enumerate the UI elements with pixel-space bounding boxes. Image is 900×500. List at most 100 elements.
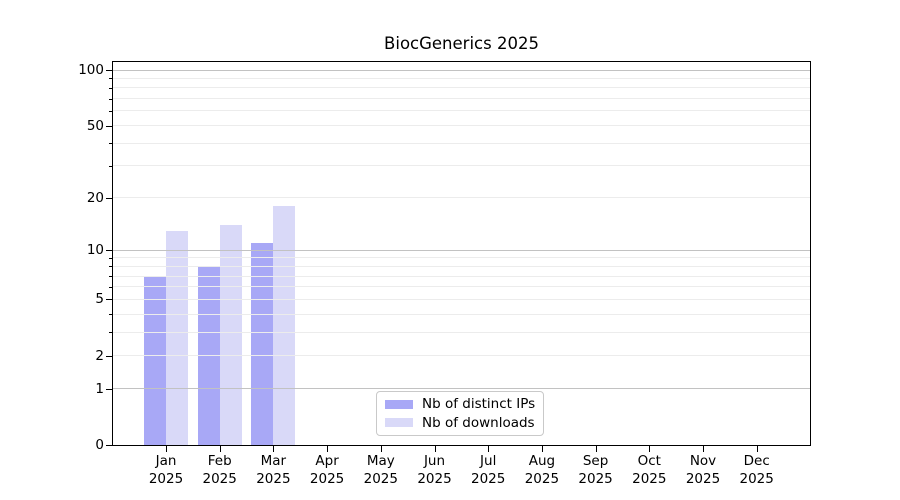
legend-item-downloads: Nb of downloads bbox=[385, 415, 535, 431]
y-gridline-minor bbox=[113, 299, 810, 300]
x-tick-month: Dec bbox=[743, 453, 770, 469]
y-gridline-minor bbox=[113, 125, 810, 126]
y-tick-label: 1 bbox=[95, 380, 104, 397]
legend-label-downloads: Nb of downloads bbox=[422, 414, 535, 431]
legend: Nb of distinct IPs Nb of downloads bbox=[376, 391, 544, 436]
y-gridline-minor bbox=[113, 98, 810, 99]
y-tick-label: 2 bbox=[95, 347, 104, 364]
y-tick-minor bbox=[109, 299, 112, 301]
x-tick bbox=[434, 446, 436, 452]
y-tick-label: 20 bbox=[86, 189, 104, 206]
x-tick-label-jul: Jul 2025 bbox=[456, 453, 520, 488]
y-gridline-minor bbox=[113, 286, 810, 287]
x-tick-label-feb: Feb 2025 bbox=[188, 453, 252, 488]
x-tick-year: 2025 bbox=[578, 470, 613, 487]
y-tick-minor bbox=[109, 286, 112, 288]
x-tick bbox=[649, 446, 651, 452]
x-tick bbox=[756, 446, 758, 452]
x-tick bbox=[488, 446, 490, 452]
y-tick-minor bbox=[109, 257, 112, 259]
y-tick-label: 10 bbox=[86, 242, 104, 259]
x-tick bbox=[273, 446, 275, 452]
x-tick-month: Nov bbox=[689, 453, 717, 469]
legend-item-distinct-ips: Nb of distinct IPs bbox=[385, 396, 535, 412]
y-tick-label: 0 bbox=[95, 437, 104, 453]
x-tick-month: May bbox=[366, 453, 395, 469]
x-tick-year: 2025 bbox=[148, 470, 184, 487]
y-tick-minor bbox=[109, 314, 112, 316]
x-tick-label-may: May 2025 bbox=[349, 453, 413, 488]
y-gridline-minor bbox=[113, 355, 810, 356]
y-tick bbox=[106, 70, 112, 71]
x-tick bbox=[380, 446, 382, 452]
x-tick-year: 2025 bbox=[632, 470, 667, 487]
y-tick-label: 5 bbox=[95, 291, 104, 308]
y-tick-minor bbox=[109, 266, 112, 268]
y-gridline-major bbox=[113, 70, 810, 71]
legend-swatch-distinct-ips bbox=[385, 399, 413, 409]
y-gridline-minor bbox=[113, 165, 810, 166]
x-tick-label-mar: Mar 2025 bbox=[241, 453, 305, 488]
chart-title: BiocGenerics 2025 bbox=[384, 34, 539, 53]
x-tick bbox=[703, 446, 704, 452]
x-tick-year: 2025 bbox=[471, 470, 506, 487]
x-tick-year: 2025 bbox=[739, 470, 774, 487]
x-tick-month: Oct bbox=[637, 453, 661, 469]
x-tick-month: Mar bbox=[260, 453, 287, 469]
x-tick-month: Jan bbox=[155, 453, 177, 469]
x-tick-year: 2025 bbox=[363, 470, 398, 487]
x-tick-label-aug: Aug 2025 bbox=[510, 453, 574, 488]
y-tick-minor bbox=[109, 197, 112, 199]
legend-label-distinct-ips: Nb of distinct IPs bbox=[422, 396, 536, 413]
y-tick-minor bbox=[109, 98, 112, 100]
x-tick-month: Feb bbox=[207, 453, 232, 469]
y-gridline-minor bbox=[113, 110, 810, 111]
legend-swatch-downloads bbox=[385, 418, 413, 428]
y-gridline-minor bbox=[113, 87, 810, 88]
x-tick-month: Apr bbox=[315, 453, 339, 469]
x-tick-label-apr: Apr 2025 bbox=[295, 453, 359, 488]
x-tick-month: Jun bbox=[423, 453, 446, 469]
bar-downloads-mar bbox=[273, 205, 296, 445]
x-tick-label-nov: Nov 2025 bbox=[671, 453, 735, 488]
y-tick-minor bbox=[109, 355, 112, 357]
x-tick-label-oct: Oct 2025 bbox=[617, 453, 681, 488]
x-tick-label-jan: Jan 2025 bbox=[134, 453, 198, 488]
x-tick-label-sep: Sep 2025 bbox=[564, 453, 628, 488]
bar-downloads-feb bbox=[219, 224, 242, 445]
y-gridline-major bbox=[113, 250, 810, 251]
x-tick-month: Sep bbox=[582, 453, 609, 469]
y-tick-minor bbox=[109, 143, 112, 145]
y-tick-label: 100 bbox=[78, 62, 104, 78]
y-tick bbox=[106, 388, 112, 390]
y-tick-label: 50 bbox=[86, 117, 104, 134]
bar-distinct-ips-mar bbox=[251, 243, 274, 445]
x-tick-year: 2025 bbox=[685, 470, 721, 487]
y-gridline-major bbox=[113, 388, 810, 389]
y-gridline-minor bbox=[113, 143, 810, 144]
y-gridline-minor bbox=[113, 314, 810, 315]
x-tick-year: 2025 bbox=[256, 470, 291, 487]
bar-downloads-jan bbox=[166, 230, 188, 445]
x-tick-month: Jul bbox=[480, 453, 497, 469]
y-tick-minor bbox=[109, 332, 112, 334]
x-tick-label-dec: Dec 2025 bbox=[725, 453, 789, 488]
y-gridline-minor bbox=[113, 257, 810, 258]
x-tick-year: 2025 bbox=[417, 470, 452, 487]
y-gridline-minor bbox=[113, 332, 810, 333]
x-tick-month: Aug bbox=[528, 453, 556, 469]
y-tick bbox=[106, 250, 112, 252]
y-tick-minor bbox=[109, 276, 112, 278]
x-tick-year: 2025 bbox=[309, 470, 345, 487]
y-gridline-minor bbox=[113, 266, 810, 267]
y-tick-minor bbox=[109, 87, 112, 89]
y-tick-minor bbox=[109, 165, 112, 167]
y-gridline-minor bbox=[113, 276, 810, 277]
x-tick bbox=[541, 446, 543, 452]
y-tick-minor bbox=[109, 110, 112, 112]
y-gridline-minor bbox=[113, 78, 810, 79]
plot-area bbox=[112, 61, 811, 446]
x-tick bbox=[166, 446, 167, 452]
x-tick bbox=[595, 446, 597, 452]
